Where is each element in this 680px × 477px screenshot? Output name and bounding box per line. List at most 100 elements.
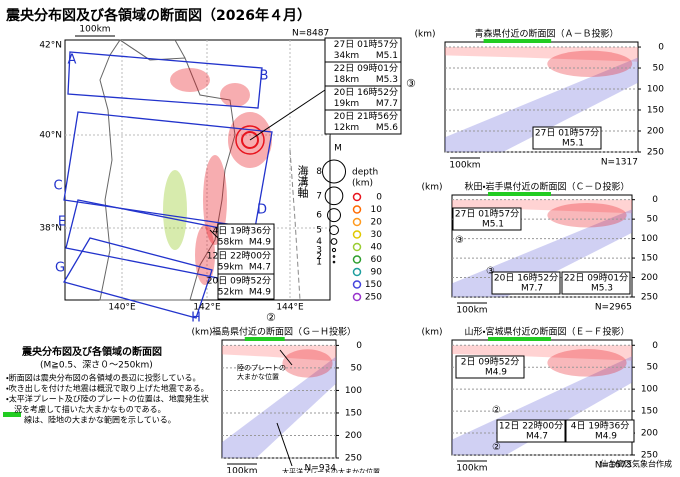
callout-time: 20日 09時52分 — [207, 276, 271, 287]
event-box — [561, 271, 631, 295]
legend-depth-label: 0 — [376, 193, 382, 203]
y-tick-label: 50 — [647, 215, 659, 225]
event-time: 27日 01時57分 — [455, 209, 519, 220]
event-mag: M4.9 — [485, 368, 507, 378]
callout-time: 4日 19時36分 — [213, 226, 272, 237]
section-title: 福島県付近の断面図（Ｇ－Ｈ投影） — [212, 326, 356, 338]
lat-label: 42°N — [39, 41, 62, 51]
section-letter: H — [191, 311, 201, 326]
lat-label: 38°N — [39, 224, 62, 234]
y-tick-label: 150 — [641, 254, 658, 264]
note-line: 線は、陸地の大まかな範囲を示している。 — [24, 415, 176, 425]
section-title: 山形・宮城県付近の断面図（Ｅ－Ｆ投影） — [464, 326, 629, 338]
callout-time: 27日 01時57分 — [334, 39, 398, 50]
trench-label: 海溝軸 — [296, 164, 309, 199]
legend-depth-marker — [352, 267, 362, 277]
section-unit: (km) — [191, 328, 212, 338]
legend-size-label: 4 — [316, 237, 322, 247]
lon-label: 144°E — [276, 303, 304, 313]
event-mag: M7.7 — [521, 284, 543, 294]
pacific-plate — [222, 356, 336, 458]
event-mag: M4.9 — [595, 432, 617, 442]
event-box — [496, 419, 566, 443]
legend-size — [330, 238, 338, 245]
event-time: 4日 19時36分 — [571, 421, 630, 432]
callout-box — [324, 37, 402, 63]
callout-box — [217, 273, 275, 300]
section-title: 秋田・岩手県付近の断面図（Ｃ－Ｄ投影） — [464, 181, 629, 193]
legend-size — [321, 159, 347, 184]
count: N=2965 — [595, 303, 632, 313]
land-plate — [452, 345, 632, 361]
y-tick-label: 0 — [652, 195, 658, 205]
scale-label: 100km — [226, 467, 257, 474]
plate-note: 陸のプレートの — [237, 363, 286, 372]
main-shock — [235, 125, 265, 155]
y-tick-label: 0 — [652, 341, 658, 351]
title: 震央分布図及び各領域の断面図（2026年４月） — [5, 7, 311, 24]
callout-mag: M4.9 — [249, 288, 271, 298]
legend-depth-label: 60 — [371, 255, 383, 265]
callout-mag: M4.9 — [249, 238, 271, 248]
event-mag: M5.1 — [562, 139, 584, 149]
legend-size — [329, 225, 339, 236]
callout-depth: 19km — [334, 99, 359, 109]
land-bar — [483, 39, 552, 43]
map-grid — [65, 40, 330, 300]
count: N=8487 — [292, 29, 329, 39]
callout-depth: 34km — [334, 51, 359, 61]
y-tick-label: 50 — [351, 363, 363, 373]
callout-box — [217, 248, 275, 275]
event-time: 20日 16時52分 — [494, 273, 558, 284]
y-tick-label: 50 — [653, 64, 665, 74]
y-tick-label: 150 — [647, 106, 664, 116]
event-mag: M5.1 — [482, 220, 504, 230]
main-shock — [241, 131, 259, 149]
trench-line — [289, 149, 301, 301]
legend-size — [332, 255, 336, 258]
legend-size-label: 6 — [316, 211, 322, 221]
y-tick-label: 250 — [641, 293, 658, 303]
legend-size — [327, 208, 341, 223]
y-tick-label: 250 — [647, 148, 664, 158]
seismicity — [547, 203, 627, 228]
legend-depth-label: 30 — [371, 230, 383, 240]
legend-unit: (km) — [352, 179, 373, 189]
legend-size — [332, 260, 336, 264]
leader-line — [249, 89, 326, 141]
note-arrow — [276, 422, 293, 467]
legend-size — [331, 247, 337, 253]
event-mag: M4.7 — [526, 432, 548, 442]
note-arrow — [279, 349, 293, 366]
y-tick-label: 0 — [658, 43, 664, 53]
event-time: 22日 09時01分 — [564, 273, 628, 284]
pacific-plate — [445, 57, 638, 153]
legend-depth-marker — [352, 217, 362, 227]
notes-title: 震央分布図及び各領域の断面図 — [22, 345, 162, 358]
seismicity — [547, 349, 627, 377]
area-mark: ③ — [486, 266, 495, 277]
event-mag: M5.3 — [591, 284, 613, 294]
area-mark: ② — [266, 311, 276, 324]
event-box — [491, 271, 561, 295]
lat-label: 40°N — [39, 131, 62, 141]
y-tick-label: 250 — [641, 451, 658, 461]
note-line: ・吹き出しを付けた地震は概況で取り上げた地震である。 — [6, 383, 209, 393]
callout-depth: 59km — [218, 263, 243, 273]
section-letter: G — [55, 261, 65, 276]
event-box — [532, 126, 602, 150]
callout-time: 12日 22時00分 — [207, 251, 271, 262]
legend-size-label: 7 — [316, 191, 322, 201]
legend-depth-marker — [352, 255, 362, 264]
y-tick-label: 250 — [345, 454, 362, 464]
callout-box — [324, 61, 402, 87]
scale-label: 100km — [449, 161, 480, 171]
section-letter: C — [53, 179, 62, 194]
land-plate — [452, 199, 632, 214]
y-tick-label: 200 — [647, 127, 664, 137]
y-tick-label: 100 — [647, 85, 664, 95]
y-tick-label: 150 — [641, 407, 658, 417]
scale-label: 100km — [79, 25, 110, 35]
area-mark: ③ — [406, 77, 416, 90]
legend-size-label: 2 — [316, 252, 322, 262]
